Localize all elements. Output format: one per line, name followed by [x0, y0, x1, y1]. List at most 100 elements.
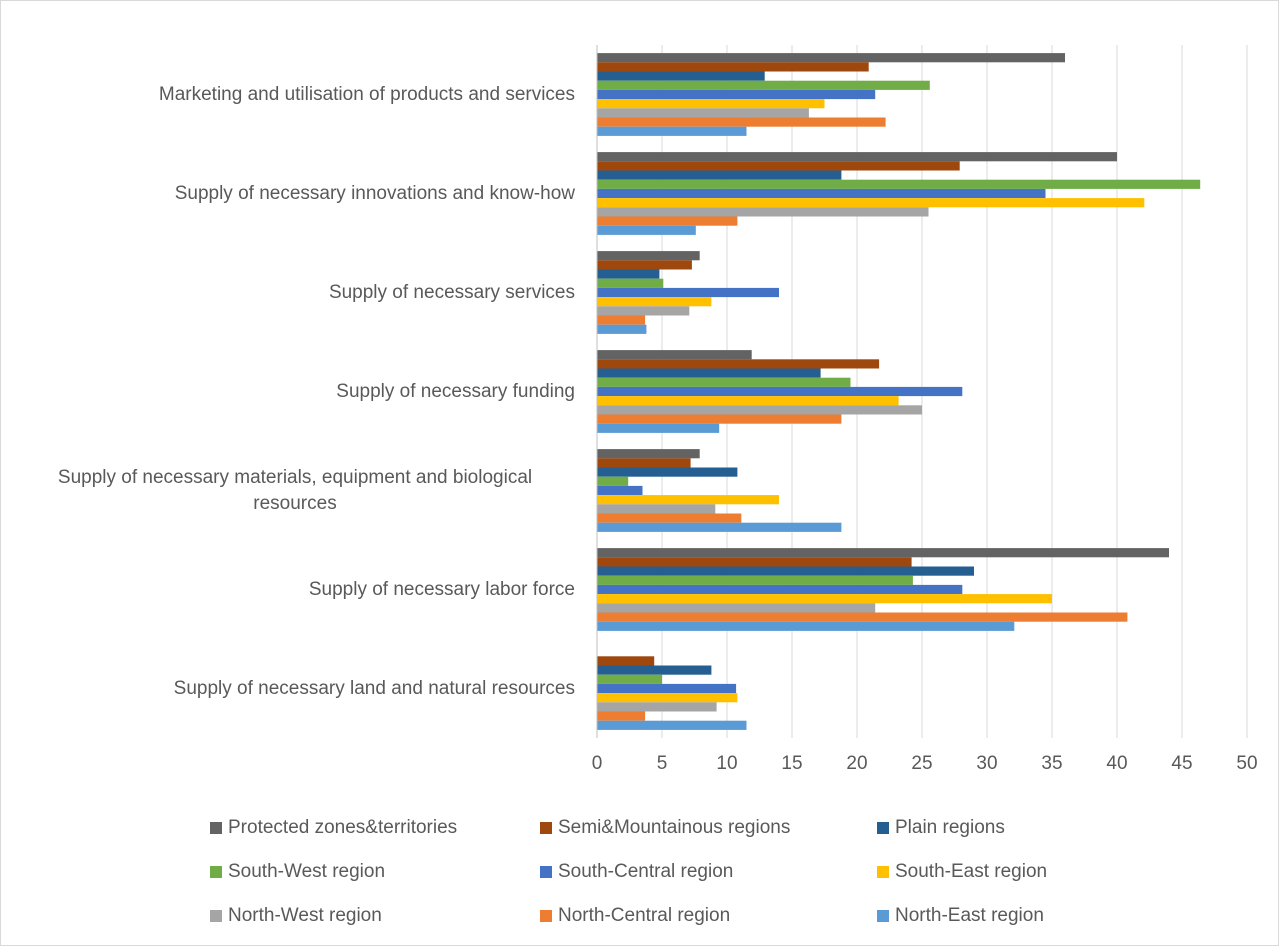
bar — [597, 377, 851, 387]
legend-swatch — [540, 866, 552, 878]
bar — [597, 170, 842, 180]
bar — [597, 315, 646, 325]
bar — [597, 207, 929, 217]
bar — [597, 53, 1065, 63]
bar — [597, 126, 747, 136]
legend-swatch — [877, 822, 889, 834]
bar — [597, 513, 742, 523]
bar — [597, 603, 876, 613]
legend-label: North-Central region — [558, 905, 730, 926]
legend-label: South-East region — [895, 861, 1047, 882]
x-tick-label: 30 — [976, 753, 997, 774]
bar — [597, 485, 643, 496]
x-tick-label: 5 — [657, 753, 668, 774]
x-tick-label: 25 — [911, 753, 932, 774]
bar — [597, 324, 647, 334]
bar — [597, 71, 765, 81]
bar — [597, 656, 655, 666]
legend-swatch — [877, 910, 889, 922]
bar — [597, 350, 752, 360]
bar — [597, 584, 963, 595]
bar — [597, 278, 664, 288]
legend-label: North-East region — [895, 905, 1044, 926]
bar — [597, 260, 692, 270]
bar — [597, 359, 880, 369]
bar — [597, 179, 1201, 189]
x-tick-label: 50 — [1236, 753, 1257, 774]
x-tick-label: 35 — [1041, 753, 1062, 774]
x-tick-label: 15 — [781, 753, 802, 774]
category-label: Supply of necessary labor force — [308, 578, 575, 600]
bar — [597, 575, 913, 585]
x-tick-label: 20 — [846, 753, 867, 774]
bar — [597, 117, 886, 127]
bar — [597, 720, 747, 730]
x-tick-label: 0 — [592, 753, 603, 774]
bar — [597, 405, 922, 415]
bar — [597, 306, 690, 316]
bar — [597, 188, 1046, 199]
bar — [597, 612, 1128, 622]
legend-swatch — [540, 822, 552, 834]
category-label: Supply of necessary funding — [336, 380, 575, 402]
bar — [597, 711, 646, 721]
bar — [597, 495, 779, 505]
legend-label: Plain regions — [895, 817, 1005, 838]
bar — [597, 297, 712, 307]
bar — [597, 80, 930, 90]
bar — [597, 522, 842, 532]
bar — [597, 476, 629, 486]
category-label: Supply of necessary innovations and know… — [174, 182, 575, 204]
bar — [597, 566, 974, 576]
bar — [597, 216, 738, 226]
bar — [597, 557, 912, 567]
bar — [597, 62, 869, 72]
bar — [597, 702, 717, 712]
bar — [597, 467, 738, 477]
bar — [597, 548, 1169, 558]
bar — [597, 594, 1052, 604]
legend-label: Protected zones&territories — [228, 817, 457, 838]
legend-swatch — [210, 866, 222, 878]
legend-swatch — [540, 910, 552, 922]
legend-swatch — [210, 822, 222, 834]
x-tick-label: 10 — [716, 753, 737, 774]
bar — [597, 287, 779, 298]
bar — [597, 414, 842, 424]
bar — [597, 674, 662, 684]
legend-label: South-Central region — [558, 861, 733, 882]
bar — [597, 225, 696, 235]
bar — [597, 683, 737, 694]
bar — [597, 89, 876, 100]
legend-label: Semi&Mountainous regions — [558, 817, 790, 838]
bar — [597, 693, 738, 703]
bar — [597, 504, 716, 514]
bar — [597, 198, 1145, 208]
legend-label: North-West region — [228, 905, 382, 926]
bar — [597, 161, 960, 171]
legend-label: South-West region — [228, 861, 385, 882]
bar — [597, 99, 825, 109]
bar — [597, 665, 712, 675]
bar — [597, 108, 809, 118]
bar — [597, 458, 691, 468]
bar — [597, 269, 660, 279]
bar — [597, 449, 700, 459]
bar — [597, 423, 720, 433]
legend-swatch — [210, 910, 222, 922]
bar — [597, 621, 1015, 631]
legend-swatch — [877, 866, 889, 878]
category-label: Marketing and utilisation of products an… — [158, 83, 575, 105]
x-tick-label: 40 — [1106, 753, 1127, 774]
bar — [597, 386, 963, 397]
bar — [597, 396, 899, 406]
category-label: Supply of necessary materials, equipment… — [57, 466, 533, 514]
category-label: Supply of necessary services — [328, 281, 575, 303]
bar — [597, 152, 1117, 162]
category-label: Supply of necessary land and natural res… — [173, 677, 575, 699]
bar — [597, 251, 700, 261]
bar — [597, 368, 821, 378]
x-tick-label: 45 — [1171, 753, 1192, 774]
